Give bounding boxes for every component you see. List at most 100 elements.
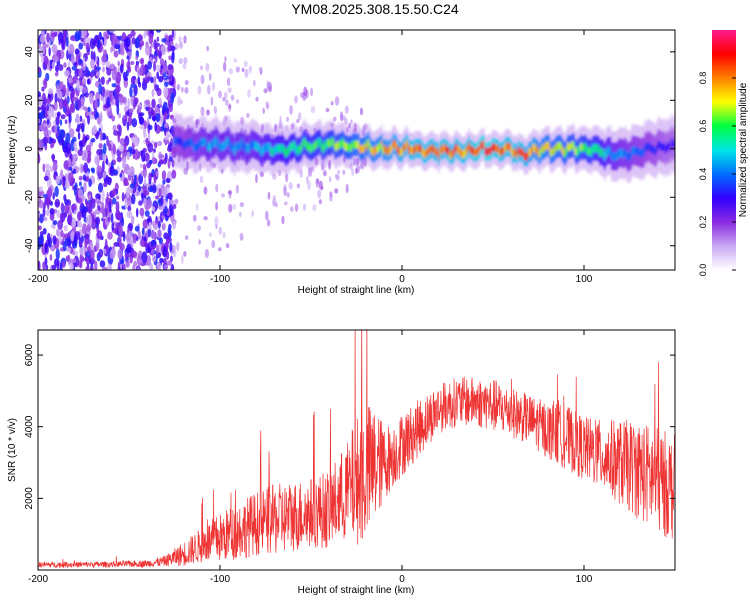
ridge-core [309, 145, 312, 154]
noise-blob [239, 232, 244, 241]
noise-blob [134, 225, 140, 232]
noise-blob [154, 55, 158, 64]
noise-blob [161, 170, 167, 181]
noise-blob [89, 38, 96, 50]
noise-blob [111, 69, 117, 81]
ridge-core [447, 147, 450, 156]
noise-blob [82, 208, 87, 219]
noise-blob [70, 104, 73, 112]
noise-blob [351, 168, 355, 176]
ridge-core [664, 145, 667, 154]
ridge-core [380, 140, 383, 149]
ridge-core [453, 146, 456, 155]
noise-blob [41, 86, 45, 92]
noise-blob [151, 157, 157, 165]
noise-blob [39, 231, 44, 236]
noise-blob [48, 88, 54, 95]
noise-blob [63, 97, 68, 109]
noise-blob [139, 124, 145, 130]
noise-blob [147, 75, 151, 82]
noise-blob [95, 216, 101, 226]
ridge-core [197, 142, 200, 150]
noise-blob [114, 38, 120, 45]
noise-blob [101, 189, 105, 202]
ridge-core [625, 150, 628, 158]
noise-blob [329, 191, 333, 197]
noise-blob [81, 156, 86, 161]
noise-blob [211, 81, 216, 91]
ridge-core [440, 144, 443, 153]
noise-blob [290, 206, 294, 213]
ridge-core [498, 149, 501, 157]
noise-blob [139, 65, 143, 77]
ridge-core [181, 139, 184, 148]
noise-blob [94, 155, 100, 166]
ridge-core [270, 147, 273, 156]
noise-blob [65, 141, 71, 154]
ridge-core [637, 147, 639, 156]
ridge-core [179, 137, 182, 145]
ridge-core [225, 140, 227, 149]
noise-blob [116, 104, 120, 115]
noise-blob [264, 210, 269, 221]
ridge-core [357, 140, 360, 149]
ridge-core [672, 141, 674, 150]
noise-blob [51, 264, 57, 270]
ridge-core [233, 147, 236, 156]
ridge-core [376, 145, 379, 154]
noise-blob [65, 255, 70, 262]
noise-blob [310, 87, 314, 97]
noise-blob [77, 211, 82, 222]
ridge-core [367, 138, 370, 147]
noise-blob [44, 242, 48, 254]
noise-blob [54, 185, 59, 198]
noise-blob [228, 68, 234, 75]
noise-blob [171, 30, 175, 39]
noise-blob [146, 254, 152, 267]
noise-blob [157, 229, 162, 239]
ridge-core [274, 144, 277, 153]
noise-blob [81, 77, 87, 85]
noise-blob [103, 181, 108, 188]
noise-blob [68, 113, 72, 124]
ridge-core [302, 139, 305, 148]
noise-blob [162, 179, 166, 185]
noise-blob [68, 247, 72, 253]
ridge-core [651, 145, 654, 153]
noise-blob [289, 104, 293, 115]
ridge-core [462, 150, 465, 159]
noise-blob [106, 191, 109, 204]
noise-blob [62, 175, 66, 188]
noise-blob [82, 133, 86, 145]
ridge-core [241, 138, 243, 147]
ridge-core [184, 140, 187, 148]
noise-blob [113, 129, 119, 136]
noise-blob [144, 99, 150, 105]
spectrogram-x-label: Height of straight line (km) [298, 285, 415, 296]
noise-blob [116, 155, 122, 163]
ridge-core [385, 145, 388, 154]
ridge-core [424, 149, 427, 158]
noise-blob [87, 115, 91, 125]
noise-blob [42, 42, 46, 55]
noise-blob [171, 169, 177, 179]
ridge-core [654, 148, 657, 156]
noise-blob [67, 214, 72, 225]
noise-blob [258, 66, 263, 72]
ridge-core [622, 150, 625, 159]
ridge-core [206, 142, 208, 151]
noise-blob [52, 235, 57, 245]
ridge-core [185, 140, 188, 149]
noise-blob [267, 191, 271, 200]
noise-blob [94, 64, 97, 76]
noise-blob [235, 66, 240, 73]
noise-blob [155, 30, 162, 33]
noise-blob [90, 58, 95, 69]
ridge-core [669, 144, 671, 152]
snr-x-tick-label: -200 [28, 574, 48, 585]
noise-blob [77, 188, 84, 199]
ridge-core [260, 148, 262, 157]
ridge-core [370, 146, 373, 155]
noise-blob [75, 128, 81, 133]
noise-blob [133, 139, 139, 147]
